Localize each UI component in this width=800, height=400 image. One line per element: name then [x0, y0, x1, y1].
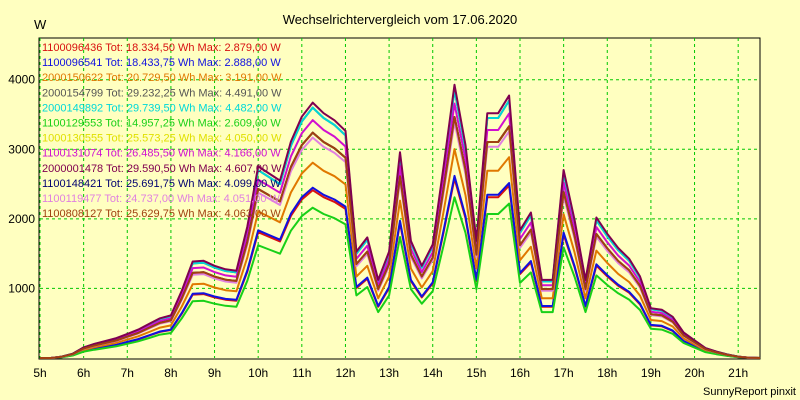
y-tick-label: 1000 — [8, 281, 35, 295]
y-tick-labels: 1000 2000 3000 4000 — [8, 73, 35, 296]
x-tick-label: 14h — [423, 366, 443, 380]
legend-entry-1100808127: 1100808127 Tot: 25.629,75 Wh Max: 4.063,… — [42, 208, 281, 220]
legend: 1100096436 Tot: 18.334,50 Wh Max: 2.879,… — [42, 42, 282, 220]
legend-entry-1100131074: 1100131074 Tot: 26.485,50 Wh Max: 4.166,… — [42, 148, 281, 160]
y-axis-label: W — [34, 17, 47, 32]
legend-entry-1000130555: 1000130555 Tot: 25.573,25 Wh Max: 4.050,… — [42, 133, 282, 145]
series-line-1100808127 — [40, 116, 761, 359]
y-tick-label: 4000 — [8, 73, 35, 87]
x-tick-label: 9h — [208, 366, 221, 380]
legend-entry-1100096541: 1100096541 Tot: 18.433,75 Wh Max: 2.888,… — [42, 57, 281, 69]
x-tick-label: 13h — [379, 366, 399, 380]
legend-entry-1100129553: 1100129553 Tot: 14.957,25 Wh Max: 2.609,… — [42, 118, 281, 130]
x-tick-label: 11h — [292, 366, 311, 380]
legend-entry-2000001478: 2000001478 Tot: 29.590,50 Wh Max: 4.607,… — [42, 163, 282, 175]
x-tick-label: 17h — [554, 366, 574, 380]
x-tick-label: 6h — [77, 366, 90, 380]
x-tick-label: 16h — [510, 366, 530, 380]
chart-title: Wechselrichtervergleich vom 17.06.2020 — [283, 12, 518, 27]
legend-entry-2000154799: 2000154799 Tot: 29.232,25 Wh Max: 4.491,… — [42, 87, 282, 99]
legend-entry-2000150622: 2000150622 Tot: 20.729,50 Wh Max: 3.191,… — [42, 72, 282, 84]
y-tick-label: 2000 — [8, 212, 35, 226]
x-tick-label: 15h — [466, 366, 486, 380]
x-tick-label: 21h — [728, 366, 748, 380]
series-line-1100129553 — [40, 196, 761, 359]
series-line-2000001478 — [40, 83, 761, 359]
x-tick-label: 8h — [164, 366, 177, 380]
x-tick-labels: 5h 6h 7h 8h 9h 10h 11h 12h 13h 14h 15h 16h 17h 18h 19h… — [33, 366, 748, 380]
legend-entry-1100148421: 1100148421 Tot: 25.691,75 Wh Max: 4.099,… — [42, 178, 281, 190]
series-line-1100131074 — [40, 102, 761, 359]
legend-entry-1100096436: 1100096436 Tot: 18.334,50 Wh Max: 2.879,… — [42, 42, 281, 54]
y-tick-label: 3000 — [8, 142, 35, 156]
plot-area — [38, 37, 761, 360]
x-tick-label: 20h — [685, 366, 705, 380]
legend-entry-2000149892: 2000149892 Tot: 29.739,50 Wh Max: 4.482,… — [42, 102, 282, 114]
x-tick-label: 10h — [248, 366, 268, 380]
series-line-2000150622 — [40, 148, 761, 359]
x-tick-label: 18h — [597, 366, 617, 380]
x-tick-label: 5h — [33, 366, 46, 380]
x-tick-label: 7h — [121, 366, 134, 380]
legend-entry-1100119477: 1100119477 Tot: 24.737,00 Wh Max: 4.051,… — [42, 193, 281, 205]
x-tick-label: 19h — [641, 366, 661, 380]
series-lines — [40, 83, 761, 359]
series-line-1100096541 — [40, 174, 761, 359]
x-tick-label: 12h — [335, 366, 355, 380]
footer-text: SunnyReport pinxit — [703, 386, 796, 398]
